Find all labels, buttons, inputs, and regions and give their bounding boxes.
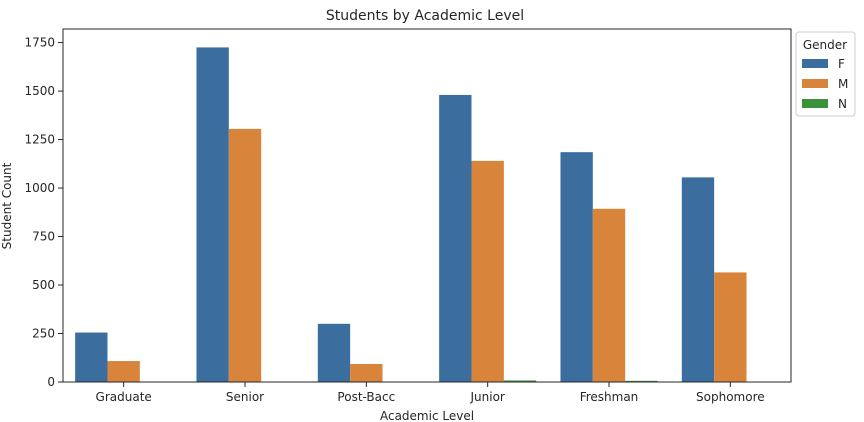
- x-tick-label: Post-Bacc: [337, 390, 395, 404]
- bar-post-bacc-m: [350, 363, 383, 382]
- legend-box: [795, 31, 856, 117]
- y-tick-label: 500: [32, 278, 55, 292]
- bar-sophomore-m: [714, 272, 747, 382]
- y-tick-label: 1000: [24, 181, 55, 195]
- x-tick-label: Graduate: [96, 390, 152, 404]
- plot-frame: [62, 28, 792, 383]
- x-tick-label: Sophomore: [696, 390, 765, 404]
- x-axis: Graduate Senior Post-Bacc Junior Freshman Sop…: [96, 382, 765, 404]
- y-tick-label: 1750: [24, 36, 55, 50]
- x-tick-label: Freshman: [580, 390, 639, 404]
- bar-graduate-f: [75, 332, 108, 382]
- bar-junior-n: [503, 380, 537, 382]
- legend-label-f: F: [838, 57, 845, 71]
- y-axis: 0 250 500 750 1000 1250 1500 1750: [24, 36, 63, 389]
- legend-swatch-f: [802, 59, 828, 68]
- chart-title: Students by Academic Level: [326, 8, 524, 24]
- legend-label-m: M: [838, 77, 848, 91]
- y-tick-label: 0: [47, 375, 55, 389]
- x-tick-label: Senior: [226, 390, 264, 404]
- plot-area: [75, 47, 747, 383]
- y-tick-label: 1250: [24, 133, 55, 147]
- legend-items: FMN: [802, 57, 848, 111]
- bar-freshman-f: [560, 152, 593, 382]
- bar-post-bacc-f: [317, 323, 351, 382]
- y-axis-title: Student Count: [0, 162, 14, 249]
- x-axis-title: Academic Level: [380, 409, 474, 422]
- bar-graduate-m: [107, 361, 140, 382]
- bar-freshman-m: [592, 208, 626, 382]
- legend-title: Gender: [803, 38, 847, 52]
- y-tick-label: 250: [32, 327, 55, 341]
- legend-label-n: N: [838, 97, 847, 111]
- y-tick-label: 1500: [24, 84, 55, 98]
- bar-freshman-n: [625, 380, 658, 382]
- x-tick-label: Junior: [469, 390, 504, 404]
- legend-swatch-m: [802, 79, 828, 88]
- bar-junior-m: [471, 160, 504, 382]
- bar-sophomore-f: [681, 177, 715, 382]
- y-tick-label: 750: [32, 230, 55, 244]
- legend: Gender FMN: [795, 31, 856, 117]
- bar-junior-f: [439, 94, 472, 382]
- bar-senior-f: [196, 47, 229, 383]
- bar-senior-m: [228, 128, 262, 382]
- legend-swatch-n: [802, 99, 828, 108]
